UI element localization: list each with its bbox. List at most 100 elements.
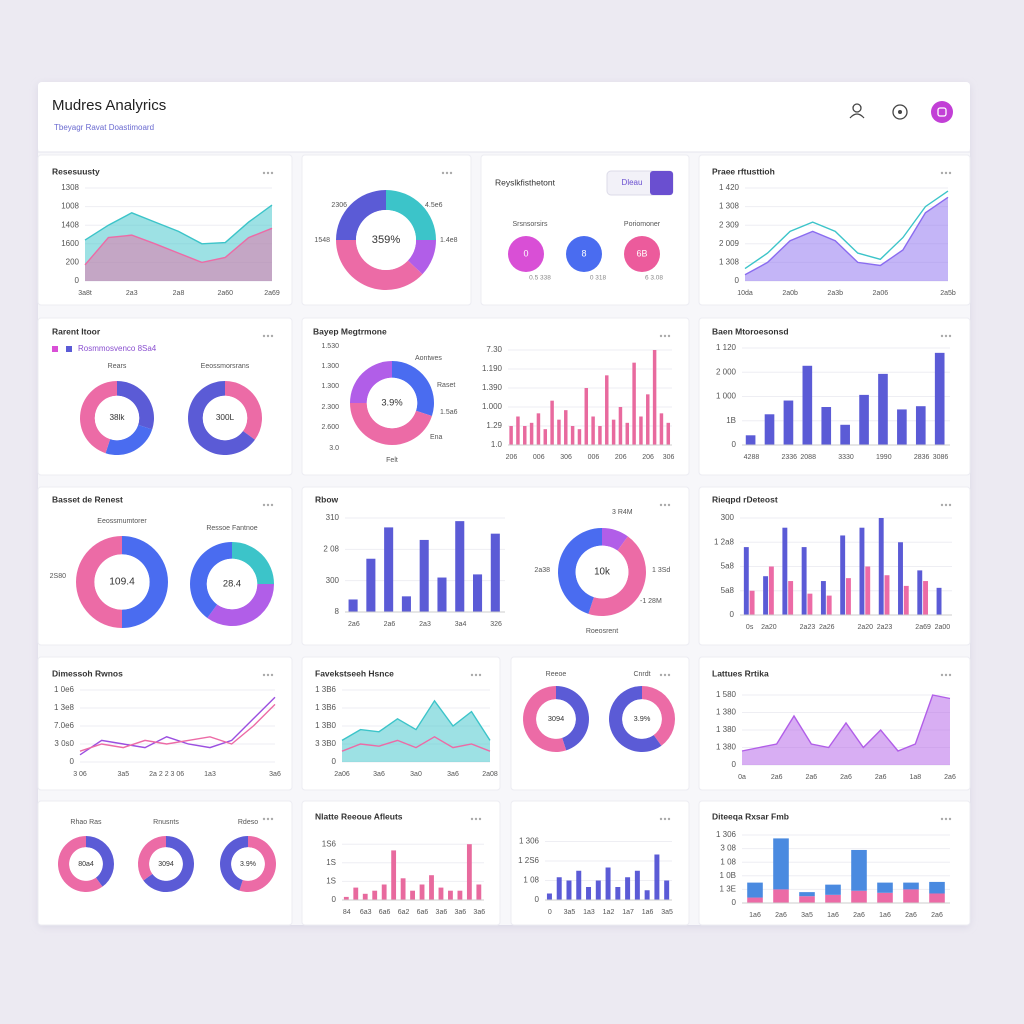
y-tick-label: 1008: [61, 202, 79, 211]
panel-menu-dot: [663, 334, 667, 338]
avatar-button[interactable]: [931, 101, 953, 123]
donut-center: 3.9%: [240, 861, 256, 868]
donut-segment: [588, 536, 647, 617]
bar: [898, 542, 903, 615]
donut-label: Rdeso: [238, 819, 258, 826]
donut-center: 3094: [548, 714, 564, 723]
panel-menu-dot: [266, 673, 270, 677]
y-tick-label: 3 08: [720, 844, 736, 853]
bar: [536, 413, 541, 445]
bar-segment: [825, 894, 841, 903]
y-tick-label: 1 580: [716, 690, 737, 699]
bar-segment: [929, 881, 945, 894]
bar: [865, 566, 871, 615]
user-icon[interactable]: [849, 103, 865, 119]
x-tick-label: 2a6: [775, 912, 787, 919]
bar-segment: [747, 882, 763, 898]
kpi-label: Poriomoner: [624, 221, 661, 228]
donut-annotation: Ena: [430, 434, 443, 441]
donut-segment: [86, 836, 115, 887]
x-tick-label: 2a20: [761, 624, 777, 631]
panel-title: Dimessoh Rwnos: [52, 668, 123, 678]
x-tick-label: 1a8: [909, 774, 921, 781]
bar: [801, 547, 807, 615]
bar: [615, 887, 621, 900]
y-tick-label: 1 000: [716, 392, 737, 401]
y-tick-label: 1.29: [486, 421, 502, 430]
bar: [840, 535, 846, 615]
bar: [384, 527, 394, 612]
panel-menu-dot: [270, 503, 274, 507]
x-tick-label: 3a6: [269, 771, 281, 778]
donut-segment: [76, 536, 122, 628]
bar: [437, 577, 447, 612]
settings-icon[interactable]: [892, 104, 908, 120]
donut-label: Rnusnts: [153, 819, 179, 826]
panel-menu-dot: [948, 817, 952, 821]
area-fill: [742, 695, 950, 765]
kpi-button-icon[interactable]: [650, 171, 673, 195]
panel-menu-dot: [474, 673, 478, 677]
bar-segment: [799, 896, 815, 903]
bar: [401, 596, 411, 612]
kpi-title: Reyslkfisthetont: [495, 177, 556, 187]
bar: [652, 350, 657, 445]
bar: [826, 595, 832, 615]
bar: [455, 521, 465, 612]
bar: [634, 870, 640, 900]
x-tick-label: 1a6: [827, 912, 839, 919]
y-tick-label: 2 000: [716, 367, 737, 376]
bar: [605, 867, 611, 900]
x-tick-label: 2a 2 2 3 06: [149, 771, 184, 778]
panel-menu-dot: [659, 673, 663, 677]
y-tick-label: 1 380: [716, 743, 737, 752]
y-tick-label: 0: [730, 610, 735, 619]
donut-segment: [239, 836, 276, 892]
y-tick-label: 1 308: [719, 202, 740, 211]
bar: [923, 581, 929, 615]
bar: [595, 880, 601, 900]
panel-menu-dot: [449, 171, 453, 175]
donut-segment: [392, 361, 434, 416]
x-tick-label: 2a6: [875, 774, 887, 781]
donut-segment: [58, 836, 103, 893]
x-tick-label: 1a7: [622, 909, 634, 916]
donut-segment: [350, 361, 392, 403]
series-line: [79, 703, 276, 752]
bar: [878, 518, 884, 615]
bar-segment: [929, 893, 945, 903]
y-tick-label: 1 2S6: [518, 856, 539, 865]
x-tick-label: 6a6: [379, 909, 391, 916]
donut-hole: [149, 847, 183, 881]
donut-label: Eeossmorsrans: [201, 363, 250, 370]
panel-menu-dot: [663, 673, 667, 677]
bar: [362, 893, 368, 900]
panel-title: Lattues Rrtika: [712, 668, 769, 678]
x-tick-label: 2a6: [944, 774, 956, 781]
x-tick-label: 2a06: [334, 771, 350, 778]
x-tick-label: 2a6: [905, 912, 917, 919]
y-tick-label: 0: [70, 757, 75, 766]
panel-title: Diteeqa Rxsar Fmb: [712, 811, 789, 821]
panel-menu-dot: [262, 817, 266, 821]
panel-menu-dot: [441, 171, 445, 175]
x-tick-label: 2a3b: [827, 290, 843, 297]
x-tick-label: 1a6: [879, 912, 891, 919]
bar: [639, 416, 643, 445]
x-tick-label: 1990: [876, 454, 892, 461]
bar: [419, 539, 429, 612]
panel-menu-dot: [667, 334, 671, 338]
bar: [457, 890, 463, 900]
panel-title: Praee rftusttioh: [712, 166, 775, 176]
x-tick-label: 6a6: [417, 909, 429, 916]
donut-hole: [622, 699, 662, 739]
donut-annotation: 1.530: [321, 343, 339, 350]
x-tick-label: 1a6: [642, 909, 654, 916]
bar: [644, 890, 650, 900]
donut-annotation: 1.4e8: [440, 237, 458, 244]
donut-label: Rhao Ras: [70, 819, 102, 826]
kpi-note: 6 3.08: [645, 275, 663, 282]
panel-title: Rieqpd rDeteost: [712, 494, 778, 504]
bar-segment: [903, 889, 919, 903]
kpi-button-label[interactable]: Dleau: [622, 178, 643, 187]
